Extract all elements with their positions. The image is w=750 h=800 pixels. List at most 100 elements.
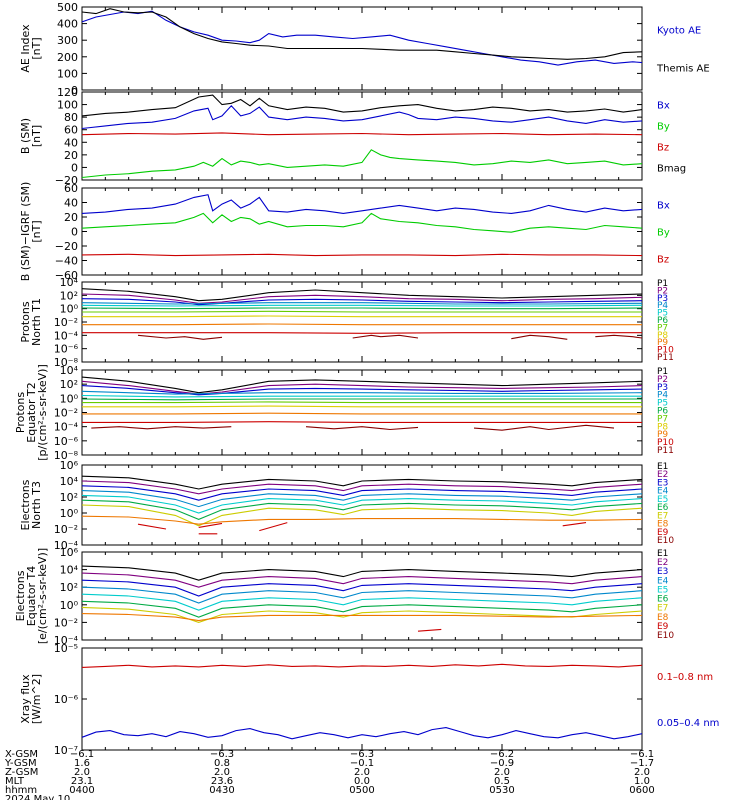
series-bz — [81, 253, 643, 257]
y-tick-label: 10⁻⁸ — [54, 449, 79, 462]
y-tick-label: 100 — [57, 67, 78, 80]
y-axis-title: [p/(cm²-s-sr-keV)] — [36, 364, 49, 461]
series-p2 — [81, 293, 643, 304]
y-tick-label: 40 — [64, 136, 78, 149]
y-tick-label: 10⁴ — [60, 364, 79, 377]
series-p11d — [595, 334, 643, 339]
y-axis-title: [nT] — [30, 220, 43, 242]
legend-entry: E5 — [657, 495, 668, 505]
legend-entry: P2 — [657, 286, 668, 296]
y-tick-label: 40 — [64, 197, 78, 210]
legend-entry: Bx — [657, 200, 670, 211]
series-p4 — [81, 302, 643, 305]
y-tick-label: 10² — [60, 289, 78, 302]
footer-value: 0.5 — [494, 776, 510, 787]
legend-entry: P5 — [657, 399, 668, 409]
footer-value: 0530 — [489, 785, 514, 796]
series-p10 — [82, 332, 642, 334]
y-axis-title: North T1 — [30, 298, 43, 346]
y-tick-label: 10⁻⁸ — [54, 356, 79, 369]
y-axis-title: [nT] — [30, 125, 43, 147]
y-axis-title: [nT] — [30, 37, 43, 59]
series-p3 — [81, 385, 643, 396]
y-tick-label: 10⁴ — [60, 276, 79, 289]
y-tick-label: 500 — [57, 1, 78, 14]
series-p1 — [81, 376, 643, 394]
legend-entry: P3 — [657, 294, 668, 304]
legend-entry: E10 — [657, 536, 674, 546]
y-tick-label: 10⁻² — [54, 407, 78, 420]
panel-frame — [81, 187, 643, 276]
legend-entry: E9 — [657, 622, 669, 632]
legend-entry: P3 — [657, 383, 668, 393]
legend-entry: E4 — [657, 576, 669, 586]
footer-value: −6.2 — [490, 749, 514, 760]
series-e6 — [81, 600, 643, 618]
y-axis-title: [W/m^2] — [30, 674, 43, 724]
series-p7 — [82, 401, 642, 404]
y-tick-label: 10⁰ — [60, 392, 79, 405]
y-axis-title: Equator T4 — [25, 566, 38, 626]
y-tick-label: 10⁻⁵ — [54, 642, 78, 655]
legend-entry: P5 — [657, 309, 668, 319]
panel-frame — [81, 281, 643, 363]
y-tick-label: 120 — [57, 86, 78, 99]
footer-row-label: MLT — [5, 776, 25, 787]
y-tick-label: 10⁰ — [60, 599, 79, 612]
series-p11b — [305, 426, 419, 431]
legend-entry: P10 — [657, 438, 674, 448]
legend-entry: Bz — [657, 255, 669, 266]
footer-value: 23.6 — [211, 776, 233, 787]
series-by — [81, 149, 643, 179]
series-p1 — [81, 288, 643, 302]
legend-entry: P8 — [657, 331, 668, 341]
legend-entry: E6 — [657, 503, 669, 513]
footer-row-label: X-GSM — [5, 749, 38, 760]
series-p11a — [91, 426, 232, 430]
legend-entry: P2 — [657, 375, 668, 385]
footer-value: −1.7 — [630, 758, 654, 769]
legend-entry: P1 — [657, 279, 668, 289]
y-tick-label: 10⁴ — [60, 564, 79, 577]
legend-entry: E4 — [657, 487, 669, 497]
series-e2 — [81, 480, 643, 495]
legend-entry: P10 — [657, 346, 674, 356]
y-tick-label: 10⁻⁷ — [54, 744, 78, 757]
series-bx — [81, 104, 643, 130]
legend-entry: E2 — [657, 470, 668, 480]
legend-entry: Bz — [657, 142, 669, 153]
y-tick-label: 10⁻⁶ — [54, 435, 79, 448]
series-e6 — [81, 499, 643, 520]
series-e8 — [81, 515, 643, 525]
footer-value: −6.3 — [210, 749, 234, 760]
legend-entry: 0.05–0.4 nm — [657, 718, 719, 729]
legend-entry: E3 — [657, 567, 668, 577]
series-e9d — [562, 522, 587, 527]
series-e5 — [81, 494, 643, 514]
series-p5 — [81, 304, 643, 307]
legend-entry: E5 — [657, 585, 668, 595]
series-p11c — [473, 424, 615, 431]
legend-entry: By — [657, 228, 670, 239]
y-tick-label: 10² — [60, 581, 78, 594]
y-tick-label: 10⁶ — [60, 459, 79, 472]
legend-entry: P8 — [657, 422, 668, 432]
series-e3 — [81, 579, 643, 597]
legend-entry: Kyoto AE — [657, 26, 701, 37]
legend-entry: E6 — [657, 595, 669, 605]
legend-entry: 0.1–0.8 nm — [657, 672, 713, 683]
legend-entry: E2 — [657, 558, 668, 568]
footer-value: −0.1 — [350, 758, 374, 769]
y-tick-label: 10⁰ — [60, 303, 79, 316]
y-axis-title: Electrons — [19, 479, 32, 530]
legend-entry: E8 — [657, 613, 669, 623]
series-e4 — [81, 490, 643, 508]
footer-value: −0.9 — [490, 758, 514, 769]
y-tick-label: 10⁻⁴ — [54, 421, 79, 434]
series-p9 — [82, 323, 642, 326]
y-tick-label: 400 — [57, 18, 78, 31]
series-e8 — [81, 613, 643, 622]
